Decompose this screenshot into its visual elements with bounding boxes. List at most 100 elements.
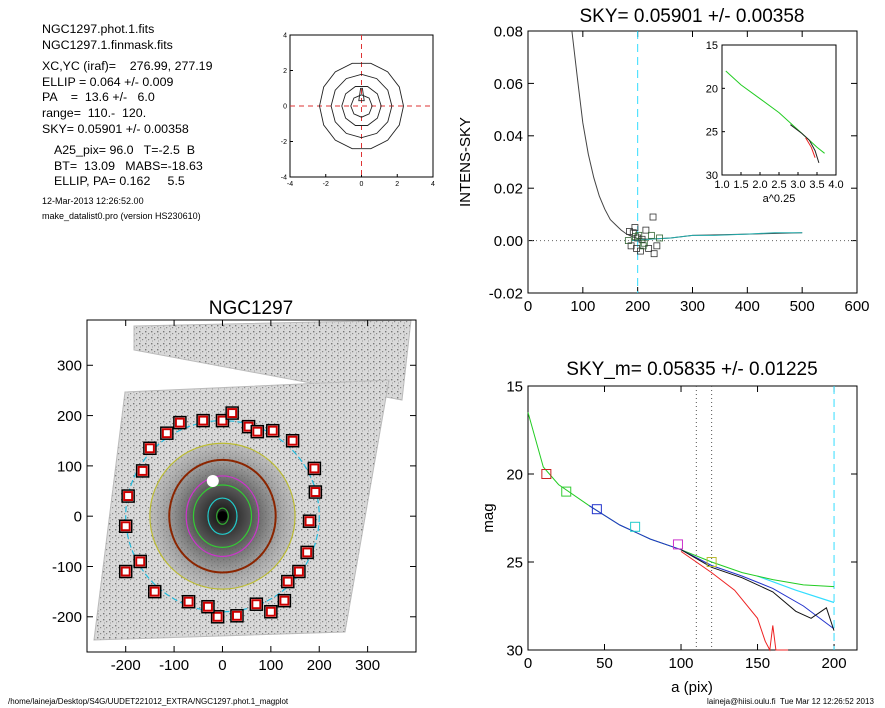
contour-line (330, 73, 393, 139)
inset-axes-frame (721, 44, 837, 176)
intens-ytick-label: 0.02 (494, 181, 523, 198)
inset-xlabel: a^0.25 (763, 193, 796, 205)
contour-line (341, 86, 382, 126)
bt-info: BT= 13.09 MABS=-18.63 (54, 158, 203, 173)
mag-ytick-label: 20 (506, 466, 523, 483)
program-version: make_datalist0.pro (version HS230610) (42, 210, 201, 221)
file-name: NGC1297.phot.1.fits (42, 22, 155, 36)
aperture-box (120, 566, 131, 577)
center-coords: XC,YC (iraf)= 276.99, 277.19 (42, 59, 213, 74)
intens-point (639, 242, 647, 250)
aperture-box (293, 566, 304, 577)
inset-red-line (805, 137, 816, 158)
mag-series-line (527, 412, 835, 588)
mag-series-line (680, 550, 789, 652)
intens-xtick-label: 300 (680, 298, 705, 315)
aperture-box (302, 547, 313, 558)
inset-xtick-label: 3.0 (790, 179, 805, 191)
aperture-box (304, 516, 315, 527)
intens-series-line (632, 232, 803, 242)
image-ytick-label: -200 (52, 609, 82, 626)
galaxy-nucleus (217, 511, 228, 522)
image-ytick-label: 300 (57, 358, 82, 375)
contour-ytick-label: 2 (283, 68, 287, 75)
aperture-box (202, 601, 213, 612)
info-panel: NGC1297.phot.1.fits NGC1297.1.finmask.fi… (42, 22, 282, 224)
aperture-box (183, 596, 194, 607)
intens-ytick-label: 0.08 (494, 23, 523, 40)
aperture-box (135, 556, 146, 567)
inset-ytick-label: 25 (706, 127, 718, 139)
mag-marker (561, 486, 572, 497)
mag-xtick-label: 100 (669, 655, 694, 672)
aperture-box (120, 521, 131, 532)
mag-marker (706, 557, 717, 567)
aperture-box (174, 417, 185, 428)
isophote-ellipse (207, 497, 238, 535)
sky-value: SKY= 0.05901 +/- 0.00358 (42, 121, 189, 136)
inset-xtick-label: 2.0 (752, 179, 767, 191)
ellipticity: ELLIP = 0.064 +/- 0.009 (42, 74, 174, 89)
intens-point (650, 250, 658, 258)
footer-path: /home/laineja/Desktop/S4G/UUDET221012_EX… (8, 697, 289, 706)
aperture-box (310, 487, 321, 498)
intens-ytick-label: -0.02 (489, 285, 523, 302)
contour-ytick-label: 0 (283, 104, 287, 111)
mag-marker (541, 469, 552, 479)
a25-info: A25_pix= 96.0 T=-2.5 B (54, 143, 195, 158)
mag-ytick-label: 30 (506, 642, 523, 659)
intens-point (653, 242, 661, 250)
intens-point (626, 228, 633, 235)
aperture-box (251, 599, 262, 610)
aperture-box (309, 463, 320, 474)
mag-ytick-label: 25 (506, 554, 523, 571)
image-xtick-label: 0 (218, 657, 226, 674)
inset-ytick-label: 20 (706, 83, 718, 95)
aperture-box (267, 425, 278, 436)
aperture-box (149, 586, 160, 597)
contour-xtick-label: -4 (287, 181, 293, 188)
contour-xtick-label: 0 (360, 181, 364, 188)
intens-xtick-label: 400 (735, 298, 760, 315)
image-axes-frame (86, 319, 417, 653)
contour-xtick-label: 2 (395, 181, 399, 188)
aperture-box (279, 595, 290, 606)
image-xtick-label: 100 (258, 657, 283, 674)
inset-black-line (790, 124, 820, 164)
aperture-box (287, 435, 298, 446)
mag-marker (630, 521, 641, 532)
masked-star (206, 474, 219, 487)
image-ytick-label: 100 (57, 458, 82, 475)
ellip-pa-info: ELLIP, PA= 0.162 5.5 (54, 174, 185, 189)
mag-ytick-label: 15 (506, 378, 523, 395)
aperture-box (137, 465, 148, 476)
inset-ytick-label: 15 (706, 40, 718, 52)
contour-core (358, 87, 365, 102)
mag-marker (591, 504, 602, 515)
intens-xtick-label: 500 (790, 298, 815, 315)
mag-title: SKY_m= 0.05835 +/- 0.01225 (566, 359, 817, 380)
mag-ylabel: mag (480, 503, 497, 532)
mag-axes-frame (527, 385, 858, 651)
inset-green-line (725, 70, 825, 154)
intens-point (631, 224, 639, 231)
aperture-box (123, 491, 134, 502)
contour-ytick-label: -4 (281, 175, 287, 182)
intens-xtick-label: 0 (524, 298, 532, 315)
intens-ytick-label: 0.00 (494, 233, 523, 250)
inset-xtick-label: 3.5 (809, 179, 824, 191)
intens-point (649, 213, 657, 221)
image-ytick-label: 0 (74, 509, 82, 526)
intens-xtick-label: 100 (570, 298, 595, 315)
mag-series-line (680, 549, 835, 631)
contour-ytick-label: 4 (283, 33, 287, 40)
mag-series-line (588, 505, 835, 630)
isophote-ellipse (192, 484, 253, 548)
intens-xtick-label: 600 (844, 298, 869, 315)
mag-xlabel: a (pix) (671, 679, 713, 696)
footer-user: laineja@hiisi.oulu.fi Tue Mar 12 12:26:5… (707, 697, 874, 706)
isophote-ellipse (149, 442, 296, 590)
mag-xtick-label: 0 (524, 655, 532, 672)
mag-xtick-label: 150 (745, 655, 770, 672)
